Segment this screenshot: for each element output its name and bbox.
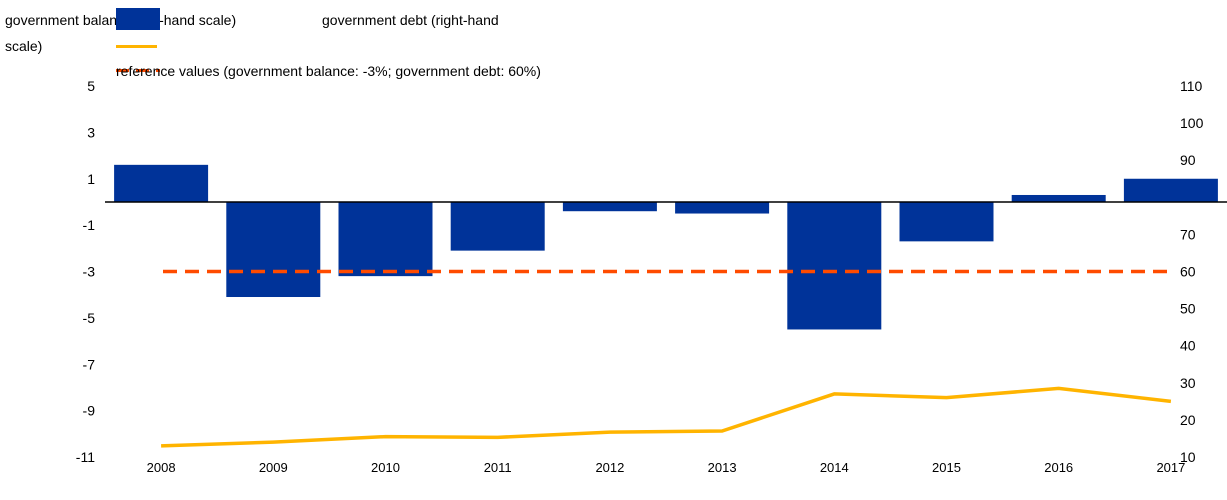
legend-label-reference: reference values (government balance: -3… [116,63,541,79]
right-tick-label: 40 [1180,338,1196,354]
right-axis: 110 100 90 70 60 50 40 30 20 10 [1180,78,1204,465]
x-tick-label: 2017 [1156,460,1185,475]
left-tick-label: 3 [87,124,95,140]
left-tick-label: 5 [87,78,95,94]
bar-2012 [562,201,657,212]
x-tick-label: 2015 [932,460,961,475]
left-tick-label: -9 [83,403,96,419]
right-tick-label: 50 [1180,301,1196,317]
x-tick-label: 2011 [484,460,512,475]
right-tick-label: 70 [1180,226,1196,242]
x-tick-label: 2008 [147,460,176,475]
x-tick-label: 2009 [259,460,288,475]
bar-2010 [338,201,433,277]
x-tick-label: 2012 [595,460,624,475]
left-tick-label: -11 [76,449,95,465]
left-tick-label: 1 [87,171,95,187]
left-axis: 5 3 1 -1 -3 -5 -7 -9 -11 [76,78,95,465]
bar-2008 [114,164,209,202]
legend-label-debt: government debt (right-hand [322,12,499,28]
right-tick-label: 30 [1180,375,1196,391]
left-tick-label: -3 [83,264,96,280]
x-tick-label: 2010 [371,460,400,475]
bar-2013 [675,201,770,214]
bar-2017 [1123,178,1218,202]
bar-2015 [899,201,994,242]
legend-label-debt-continued: scale) [5,38,43,54]
x-axis: 2008 2009 2010 2011 2012 2013 2014 2015 2016 2017 [147,460,1186,475]
left-tick-label: -5 [83,310,96,326]
x-tick-label: 2016 [1044,460,1073,475]
debt-line [161,386,1172,448]
x-tick-label: 2014 [820,460,849,475]
legend-swatch-reference [116,69,160,72]
right-tick-label: 90 [1180,152,1196,168]
right-tick-label: 110 [1180,78,1203,94]
right-tick-label: 20 [1180,412,1196,428]
bar-2011 [450,201,545,251]
bar-2014 [787,201,882,330]
right-tick-label: 60 [1180,264,1196,280]
right-tick-label: 10 [1180,449,1196,465]
left-tick-label: -7 [83,356,96,372]
legend-swatch-balance [116,8,160,30]
bar-group [114,164,1218,330]
bar-2016 [1011,194,1106,202]
left-tick-label: -1 [83,217,96,233]
legend-swatch-debt [116,45,157,48]
x-tick-label: 2013 [708,460,737,475]
right-tick-label: 100 [1180,115,1204,131]
bar-2009 [226,201,321,298]
